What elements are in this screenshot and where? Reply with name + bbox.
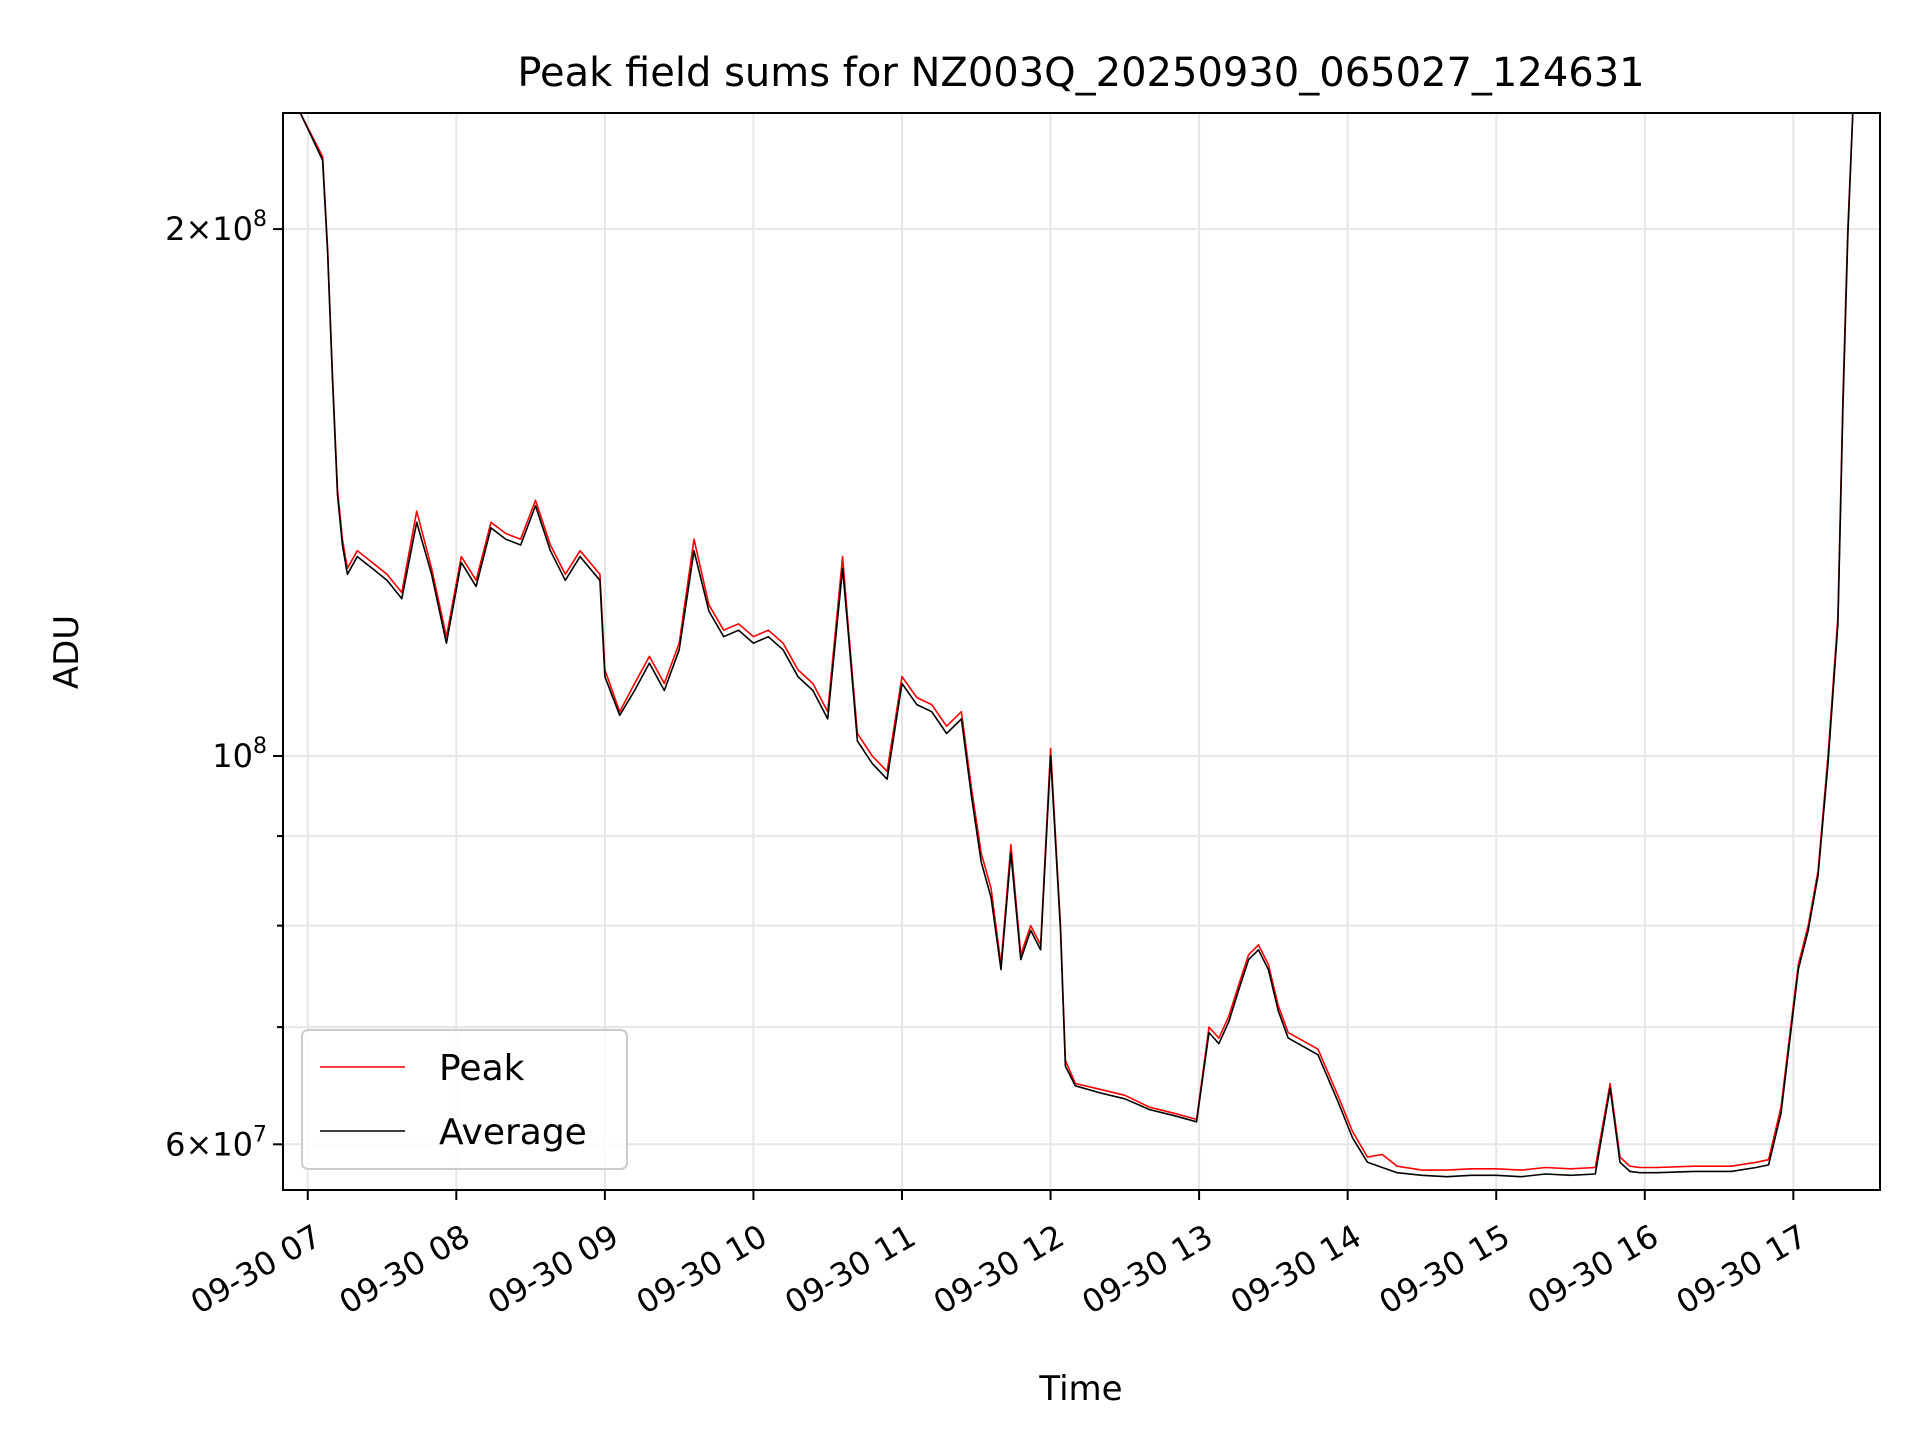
x-axis-label: Time: [1038, 1369, 1122, 1409]
chart-title: Peak field sums for NZ003Q_20250930_0650…: [517, 50, 1644, 96]
legend-label-peak: Peak: [439, 1048, 525, 1089]
legend: Peak Average: [301, 1029, 628, 1170]
plot-frame: [282, 112, 1881, 1191]
series-line-peak: [299, 112, 1863, 1171]
y-tick-label: 6×107: [165, 1122, 267, 1163]
legend-box: [301, 1029, 628, 1170]
series-line-average: [299, 112, 1863, 1178]
y-tick-label: 2×108: [165, 207, 267, 248]
legend-label-average: Average: [439, 1112, 587, 1153]
series-layer: [299, 112, 1863, 1178]
y-axis-label: ADU: [47, 615, 87, 689]
y-tick-label: 108: [212, 734, 267, 775]
